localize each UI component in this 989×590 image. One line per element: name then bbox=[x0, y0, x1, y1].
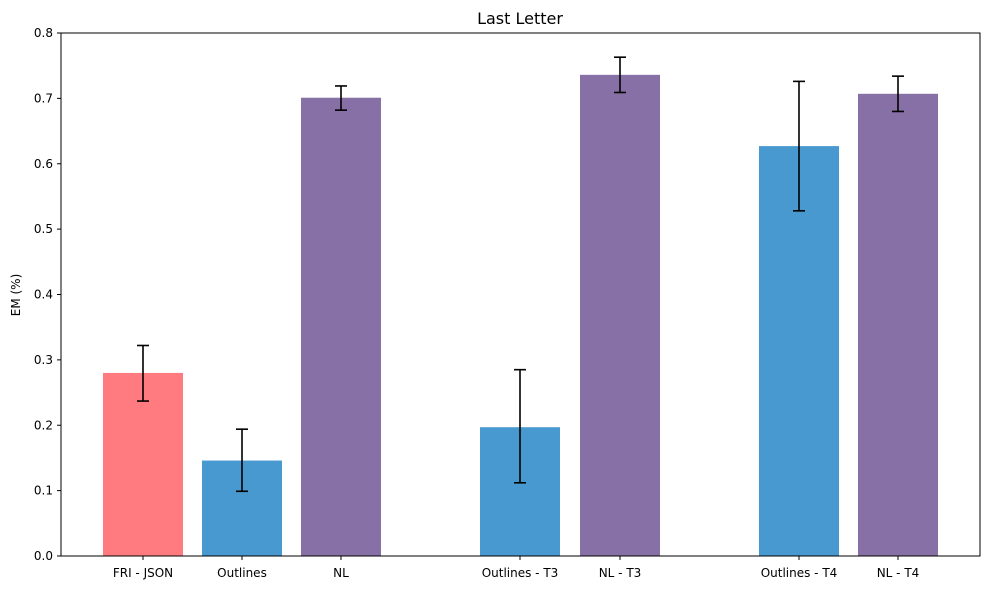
plot-frame bbox=[60, 32, 981, 557]
chart-title: Last Letter bbox=[477, 9, 563, 28]
bar bbox=[301, 97, 381, 556]
y-axis: 0.0 0.1 0.2 0.3 0.4 0.5 0.6 0.7 0.8 bbox=[34, 26, 61, 563]
y-tick-label: 0.4 bbox=[34, 288, 53, 302]
y-tick-label: 0.1 bbox=[34, 484, 53, 498]
bar bbox=[580, 74, 660, 556]
x-tick-label: Outlines - T4 bbox=[761, 566, 838, 580]
y-tick-label: 0.7 bbox=[34, 91, 53, 105]
x-tick-label: NL - T4 bbox=[877, 566, 920, 580]
y-tick-label: 0.3 bbox=[34, 353, 53, 367]
x-tick-label: NL bbox=[333, 566, 349, 580]
bars-group bbox=[103, 74, 938, 556]
bar bbox=[103, 372, 183, 556]
error-bars-group bbox=[137, 56, 904, 493]
bar bbox=[858, 93, 938, 556]
y-tick-label: 0.2 bbox=[34, 418, 53, 432]
y-tick-label: 0.6 bbox=[34, 157, 53, 171]
x-tick-label: FRI - JSON bbox=[113, 566, 173, 580]
y-tick-label: 0.0 bbox=[34, 549, 53, 563]
bar bbox=[759, 146, 839, 556]
y-tick-label: 0.5 bbox=[34, 222, 53, 236]
x-tick-label: Outlines bbox=[217, 566, 267, 580]
y-tick-label: 0.8 bbox=[34, 26, 53, 40]
x-tick-label: NL - T3 bbox=[599, 566, 642, 580]
x-axis: FRI - JSON Outlines NL Outlines - T3 NL - T3… bbox=[113, 556, 919, 580]
y-axis-label: EM (%) bbox=[9, 274, 23, 317]
x-tick-label: Outlines - T3 bbox=[482, 566, 559, 580]
